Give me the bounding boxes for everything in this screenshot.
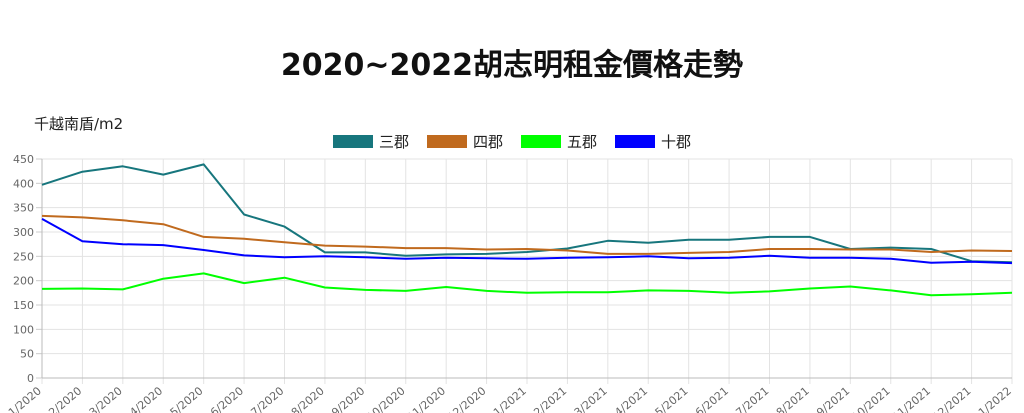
x-tick-label: 5/2020: [168, 384, 206, 413]
x-tick-label: 2/2020: [46, 384, 84, 413]
legend-swatch: [426, 135, 467, 148]
y-tick-label: 150: [13, 299, 34, 312]
chart-title: 2020~2022胡志明租金價格走勢: [280, 48, 744, 83]
y-tick-label: 350: [13, 202, 34, 215]
legend-label: 四郡: [472, 133, 503, 151]
x-tick-label: 9/2020: [329, 384, 367, 413]
legend-item-wujun[interactable]: 五郡: [521, 131, 597, 152]
legend-label: 十郡: [661, 133, 692, 151]
x-tick-label: 12/2020: [445, 384, 488, 413]
y-tick-label: 250: [13, 250, 34, 263]
series-line-1: [41, 214, 1013, 255]
x-tick-label: 5/2021: [653, 384, 691, 413]
legend-item-shijun[interactable]: 十郡: [615, 131, 691, 152]
x-tick-label: 10/2020: [364, 384, 407, 413]
y-tick-label: 100: [13, 323, 34, 336]
legend-label: 五郡: [567, 133, 598, 151]
legend-swatch: [615, 135, 656, 148]
legend-swatch: [521, 135, 561, 148]
x-tick-label: 12/2021: [930, 384, 973, 413]
x-tick-label: 4/2021: [612, 384, 650, 413]
series-line-3: [41, 218, 1013, 265]
x-tick-label: 7/2020: [248, 384, 286, 413]
x-tick-label: 6/2021: [693, 384, 731, 413]
x-tick-label: 8/2021: [774, 384, 812, 413]
x-tick-label: 3/2021: [572, 384, 610, 413]
x-tick-label: 11/2020: [405, 384, 448, 413]
y-tick-label: 400: [13, 177, 34, 190]
x-tick-label: 11/2021: [890, 384, 933, 413]
x-tick-label: 1/2022: [976, 384, 1014, 413]
x-tick-label: 1/2020: [6, 384, 44, 413]
y-tick-label: 200: [13, 275, 34, 288]
y-tick-label: 50: [20, 348, 34, 361]
legend-item-sanjun[interactable]: 三郡: [332, 131, 409, 152]
x-tick-label: 1/2021: [491, 384, 529, 413]
x-tick-label: 2/2021: [531, 384, 569, 413]
y-tick-label: 0: [27, 372, 34, 385]
x-tick-label: 3/2020: [87, 384, 125, 413]
legend-item-sijun[interactable]: 四郡: [426, 131, 503, 152]
y-tick-label: 300: [13, 226, 34, 239]
x-tick-label: 6/2020: [208, 384, 246, 413]
x-tick-label: 4/2020: [127, 384, 165, 413]
y-tick-label: 450: [13, 153, 34, 166]
x-tick-label: 7/2021: [733, 384, 771, 413]
legend: 三郡 四郡 五郡 十郡: [0, 131, 1024, 152]
legend-label: 三郡: [378, 133, 409, 151]
x-tick-label: 9/2021: [814, 384, 852, 413]
x-tick-label: 8/2020: [289, 384, 327, 413]
legend-swatch: [332, 135, 373, 148]
y-axis-unit-label: 千越南盾/m2: [34, 115, 124, 133]
x-tick-label: 10/2021: [849, 384, 892, 413]
series-line-2: [41, 272, 1013, 297]
